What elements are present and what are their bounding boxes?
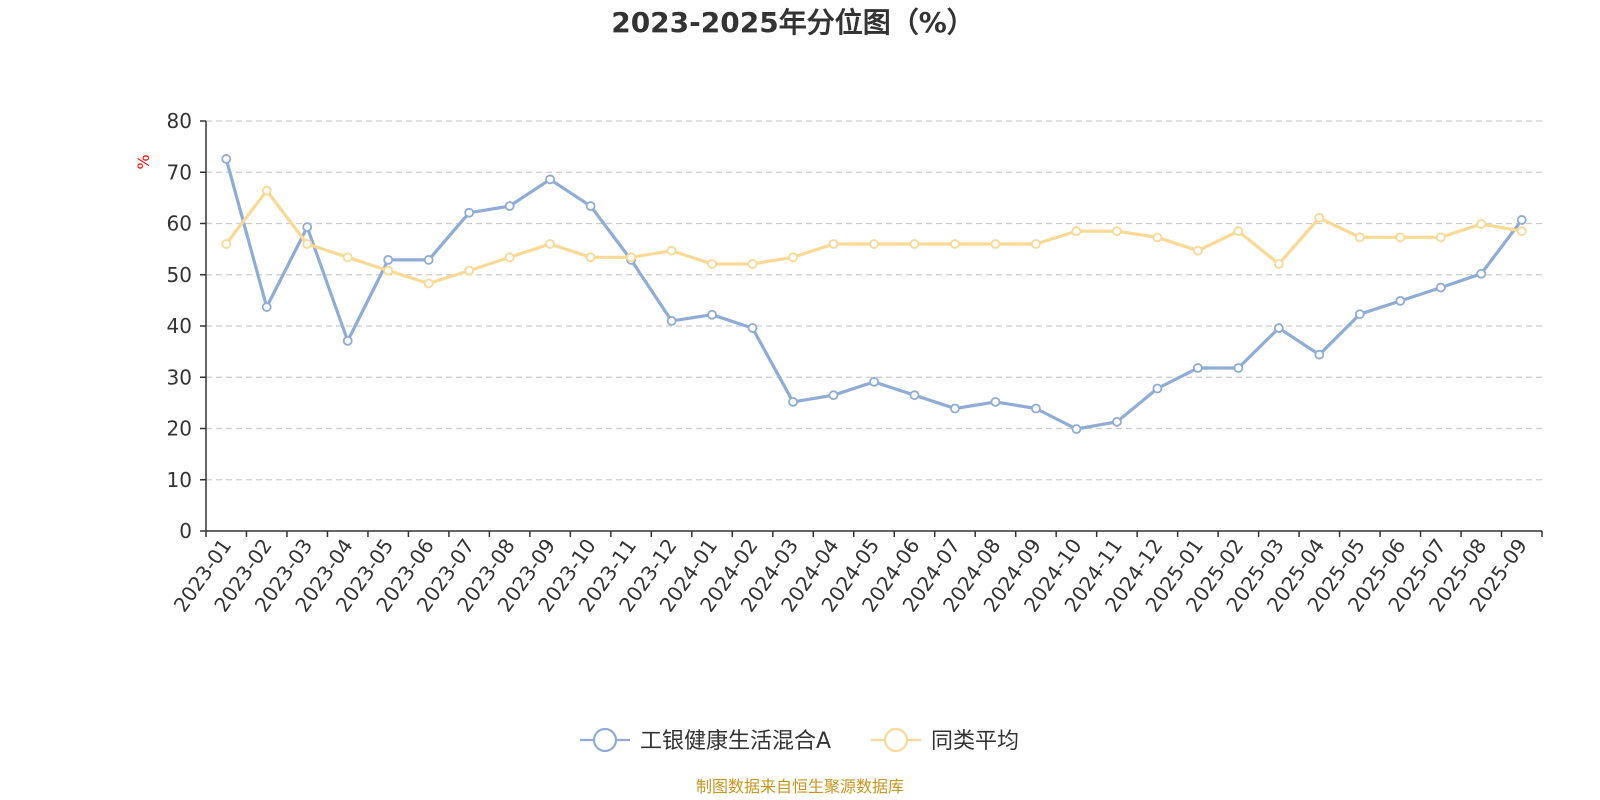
legend: 工银健康生活混合A 同类平均 <box>580 727 1019 754</box>
series-group <box>221 154 1527 434</box>
data-point[interactable] <box>1031 403 1041 414</box>
legend-marker-icon <box>592 727 618 753</box>
y-tick-labels: 0 10 20 30 40 50 60 70 80 <box>167 109 192 543</box>
data-point[interactable] <box>423 254 434 265</box>
data-point[interactable] <box>1152 232 1163 243</box>
data-point[interactable] <box>1476 219 1487 229</box>
data-point[interactable] <box>1233 226 1244 237</box>
data-point[interactable] <box>828 239 839 249</box>
legend-marker-icon <box>883 727 909 753</box>
x-tick-labels: 2023-012023-022023-032023-042023-052023-… <box>169 534 1532 616</box>
data-point[interactable] <box>1112 416 1122 427</box>
data-point[interactable] <box>1516 226 1527 237</box>
data-point[interactable] <box>1273 323 1284 333</box>
data-point[interactable] <box>869 239 879 249</box>
data-point[interactable] <box>666 245 677 256</box>
legend-entry-label[interactable]: 同类平均 <box>931 729 1019 754</box>
data-point[interactable] <box>1273 259 1284 269</box>
data-point[interactable] <box>1152 383 1163 394</box>
data-point[interactable] <box>828 390 839 401</box>
data-point[interactable] <box>950 239 960 249</box>
y-tick-label: 60 <box>167 212 192 236</box>
data-point[interactable] <box>1192 363 1203 373</box>
data-point[interactable] <box>909 239 920 249</box>
data-point[interactable] <box>221 239 232 249</box>
data-point[interactable] <box>950 403 960 414</box>
source-note: 制图数据来自恒生聚源数据库 <box>696 777 904 796</box>
data-point[interactable] <box>1192 245 1203 256</box>
data-point[interactable] <box>666 315 677 326</box>
data-point[interactable] <box>423 278 434 289</box>
y-tick-label: 10 <box>167 468 192 492</box>
y-tick-label: 30 <box>167 365 192 389</box>
data-point[interactable] <box>1233 363 1244 373</box>
y-axis-label: % <box>134 154 153 169</box>
data-point[interactable] <box>1435 232 1446 243</box>
data-point[interactable] <box>1031 239 1041 249</box>
data-point[interactable] <box>707 309 717 320</box>
data-point[interactable] <box>1071 424 1082 434</box>
data-point[interactable] <box>383 265 394 276</box>
y-tick-label: 0 <box>179 519 192 543</box>
data-point[interactable] <box>545 239 556 249</box>
data-point[interactable] <box>464 265 475 276</box>
data-point[interactable] <box>788 396 798 407</box>
data-point[interactable] <box>747 323 758 333</box>
data-point[interactable] <box>342 252 353 263</box>
data-point[interactable] <box>1314 349 1325 360</box>
axes <box>200 120 1543 537</box>
data-point[interactable] <box>1435 282 1446 293</box>
data-point[interactable] <box>383 254 394 265</box>
grid-lines <box>206 120 1542 481</box>
y-tick-label: 40 <box>167 314 192 338</box>
data-point[interactable] <box>1395 295 1406 306</box>
series-line <box>224 189 1523 286</box>
data-point[interactable] <box>990 239 1001 249</box>
data-point[interactable] <box>1476 268 1487 279</box>
data-point[interactable] <box>869 376 879 387</box>
data-point[interactable] <box>504 201 515 211</box>
data-point[interactable] <box>585 201 596 211</box>
data-point[interactable] <box>302 239 313 249</box>
data-point[interactable] <box>626 252 636 263</box>
data-point[interactable] <box>1112 226 1122 237</box>
data-point[interactable] <box>1071 226 1082 237</box>
y-tick-label: 80 <box>167 109 192 133</box>
data-point[interactable] <box>545 174 556 185</box>
data-point[interactable] <box>464 207 475 218</box>
data-point[interactable] <box>788 252 798 263</box>
data-point[interactable] <box>909 390 920 401</box>
data-point[interactable] <box>990 396 1001 407</box>
data-point[interactable] <box>342 335 353 346</box>
data-point[interactable] <box>1354 309 1365 320</box>
data-point[interactable] <box>1354 232 1365 243</box>
data-point[interactable] <box>504 252 515 263</box>
y-tick-label: 50 <box>167 263 192 287</box>
data-point[interactable] <box>1395 232 1406 243</box>
data-point[interactable] <box>261 302 272 312</box>
series-line <box>224 158 1524 431</box>
data-point[interactable] <box>1516 215 1527 225</box>
data-point[interactable] <box>585 252 596 263</box>
data-point[interactable] <box>261 185 272 196</box>
data-point[interactable] <box>707 259 717 269</box>
y-tick-label: 70 <box>167 160 192 184</box>
data-point[interactable] <box>747 259 758 269</box>
data-point[interactable] <box>1314 212 1325 223</box>
y-tick-label: 20 <box>167 417 192 441</box>
chart-title: 2023-2025年分位图（%） <box>611 6 975 39</box>
data-point[interactable] <box>302 222 313 232</box>
data-point[interactable] <box>221 154 232 164</box>
legend-entry-label[interactable]: 工银健康生活混合A <box>640 729 831 754</box>
